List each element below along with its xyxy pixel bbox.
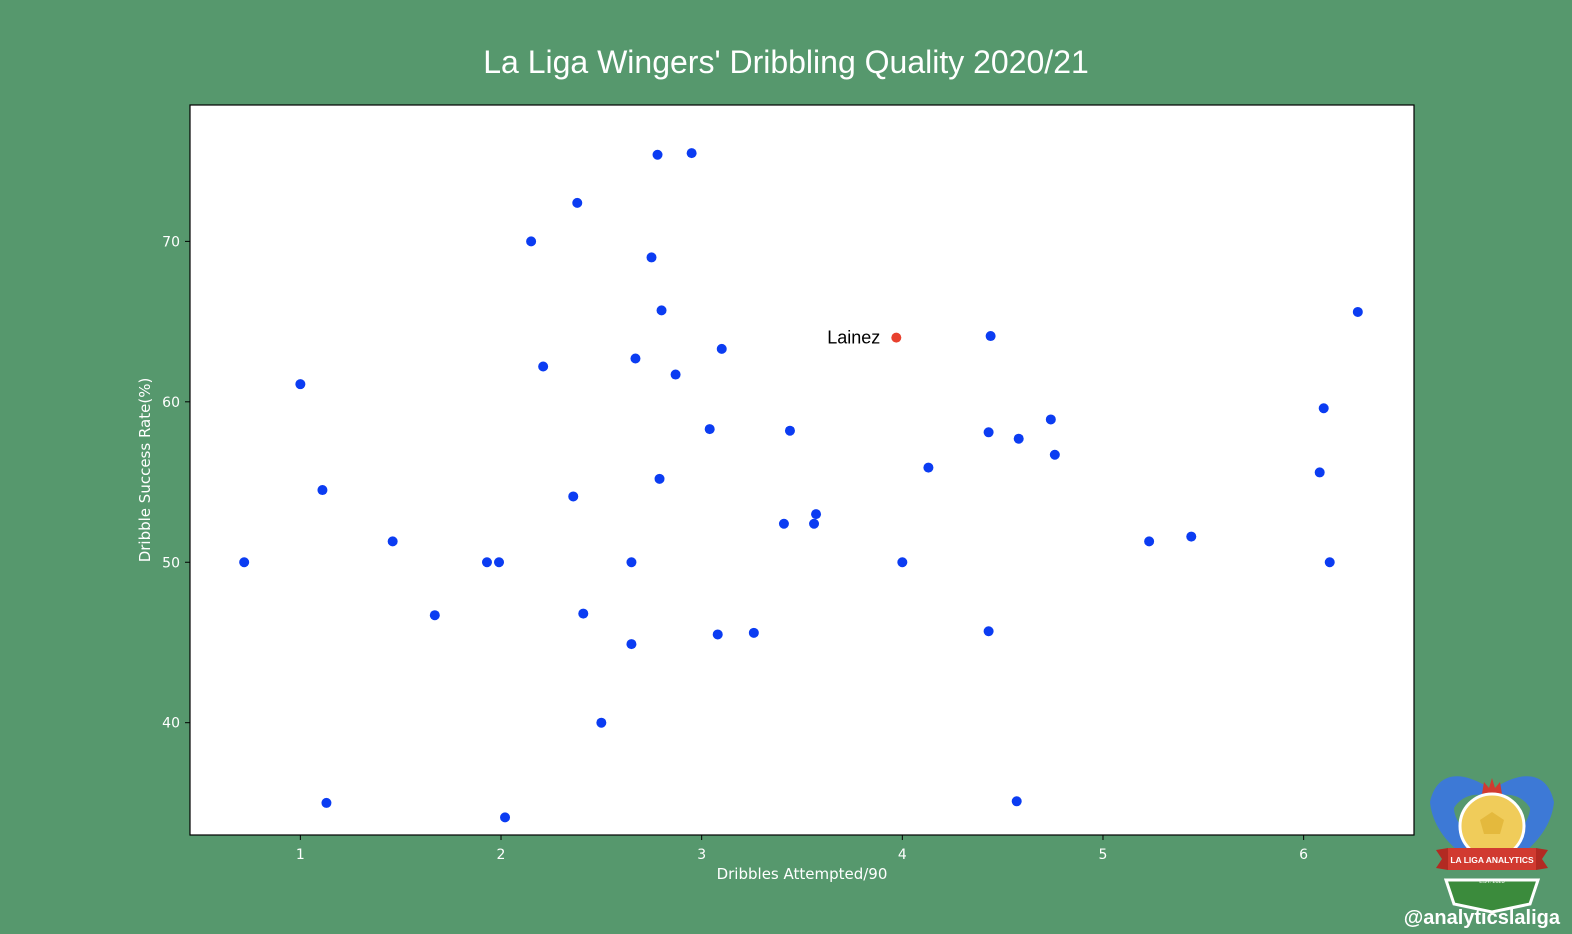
- data-point: [1318, 403, 1329, 414]
- data-point: [572, 197, 583, 208]
- data-point: [897, 557, 908, 568]
- data-point: [387, 536, 398, 547]
- x-tick-label: 4: [898, 847, 907, 863]
- logo-banner: [1448, 848, 1536, 870]
- x-tick-label: 3: [697, 847, 706, 863]
- data-point: [1013, 433, 1024, 444]
- data-point: [983, 427, 994, 438]
- plot-area: [189, 104, 1415, 836]
- data-point: [654, 473, 665, 484]
- data-point: [626, 639, 637, 650]
- data-point: [526, 236, 537, 247]
- data-point: [923, 462, 934, 473]
- highlight-layer: Lainez: [827, 328, 902, 348]
- data-point: [1049, 449, 1060, 460]
- data-point: [494, 557, 505, 568]
- data-point: [321, 797, 332, 808]
- data-point: [784, 425, 795, 436]
- data-point: [538, 361, 549, 372]
- data-point: [809, 518, 820, 529]
- highlight-label: Lainez: [827, 328, 880, 348]
- data-point: [652, 149, 663, 160]
- data-point: [630, 353, 641, 364]
- data-point: [748, 627, 759, 638]
- chart-title: La Liga Wingers' Dribbling Quality 2020/…: [483, 44, 1089, 80]
- data-points: [239, 148, 1363, 823]
- data-point: [670, 369, 681, 380]
- data-point: [1186, 531, 1197, 542]
- data-point: [317, 485, 328, 496]
- y-tick-label: 70: [162, 234, 180, 250]
- data-point: [626, 557, 637, 568]
- y-tick-label: 40: [162, 716, 180, 732]
- data-point: [1352, 306, 1363, 317]
- data-point: [596, 717, 607, 728]
- x-tick-label: 5: [1099, 847, 1108, 863]
- data-point: [295, 379, 306, 390]
- data-point: [429, 610, 440, 621]
- y-tick-label: 60: [162, 395, 180, 411]
- data-point: [811, 509, 822, 520]
- x-tick-label: 2: [497, 847, 506, 863]
- data-point: [778, 518, 789, 529]
- data-point: [1045, 414, 1056, 425]
- data-point: [1314, 467, 1325, 478]
- logo-est: EST. 2023: [1479, 879, 1504, 885]
- data-point: [716, 343, 727, 354]
- data-point: [646, 252, 657, 263]
- data-point: [500, 812, 511, 823]
- data-point: [983, 626, 994, 637]
- social-handle: @analyticslaliga: [1403, 907, 1560, 929]
- highlight-point: [891, 332, 902, 343]
- logo-text: LA LIGA ANALYTICS: [1450, 855, 1534, 865]
- data-point: [1144, 536, 1155, 547]
- data-point: [1011, 796, 1022, 807]
- data-point: [568, 491, 579, 502]
- data-point: [985, 331, 996, 342]
- x-tick-label: 1: [296, 847, 305, 863]
- data-point: [712, 629, 723, 640]
- x-tick-label: 6: [1299, 847, 1308, 863]
- data-point: [239, 557, 250, 568]
- y-tick-label: 50: [162, 555, 180, 571]
- data-point: [686, 148, 697, 159]
- crown-icon: [1482, 778, 1502, 794]
- brand-logo: LA LIGA ANALYTICS EST. 2023: [1430, 776, 1554, 914]
- data-point: [704, 424, 715, 435]
- data-point: [1324, 557, 1335, 568]
- data-point: [578, 608, 589, 619]
- x-axis-label: Dribbles Attempted/90: [717, 865, 888, 883]
- wings-icon: [1430, 776, 1554, 854]
- axis-ticks: 1 2 3 4 5 6 40 50 60 70: [162, 234, 1308, 863]
- data-point: [481, 557, 492, 568]
- data-point: [656, 305, 667, 316]
- y-axis-label: Dribble Success Rate(%): [136, 378, 154, 563]
